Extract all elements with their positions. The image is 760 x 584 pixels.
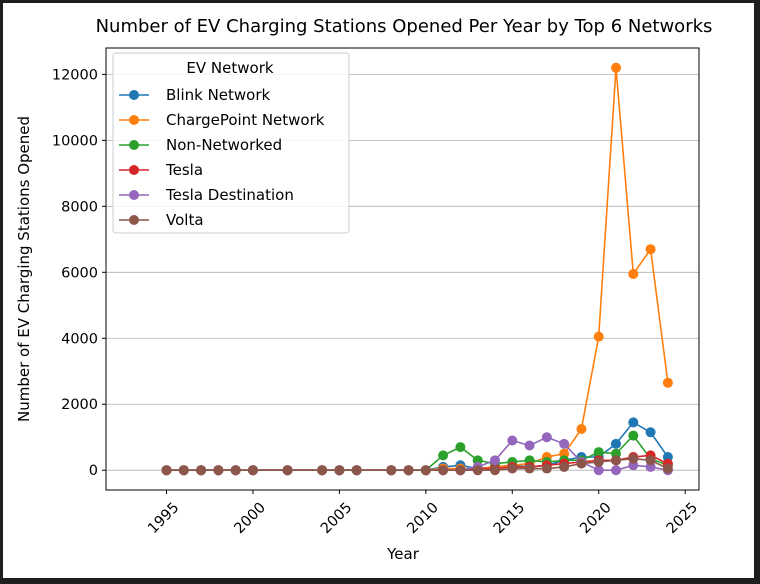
data-point xyxy=(489,455,500,466)
legend-marker xyxy=(129,165,139,175)
data-point xyxy=(645,427,656,438)
data-point xyxy=(559,438,570,449)
legend-label: Non-Networked xyxy=(166,136,282,154)
data-point xyxy=(178,465,189,476)
data-point xyxy=(524,440,535,451)
data-point xyxy=(230,465,241,476)
series-volta xyxy=(161,453,673,476)
data-point xyxy=(611,62,622,73)
y-axis-label: Number of EV Charging Stations Opened xyxy=(15,116,33,422)
data-point xyxy=(282,465,293,476)
legend-marker xyxy=(129,140,139,150)
data-point xyxy=(662,463,673,474)
series-line xyxy=(166,436,669,472)
x-tick-label: 2015 xyxy=(491,500,528,537)
line-chart: Number of EV Charging Stations Opened Pe… xyxy=(15,16,713,563)
data-point xyxy=(472,465,483,476)
data-point xyxy=(593,465,604,476)
y-tick-label: 4000 xyxy=(61,331,98,347)
y-tick-label: 2000 xyxy=(61,397,98,413)
series-group xyxy=(161,62,673,476)
data-point xyxy=(247,465,258,476)
data-point xyxy=(645,244,656,255)
plot-frame xyxy=(105,47,700,491)
data-point xyxy=(438,465,449,476)
data-point xyxy=(161,465,172,476)
legend-marker xyxy=(129,190,139,200)
data-point xyxy=(386,465,397,476)
data-point xyxy=(645,455,656,466)
data-point xyxy=(628,268,639,279)
data-point xyxy=(628,417,639,428)
data-point xyxy=(559,461,570,472)
legend-marker xyxy=(129,115,139,125)
x-tick-label: 2020 xyxy=(577,500,614,537)
data-point xyxy=(420,465,431,476)
x-axis-label: Year xyxy=(386,545,420,563)
series-line xyxy=(166,434,669,472)
legend-label: ChargePoint Network xyxy=(166,111,325,129)
data-point xyxy=(507,435,518,446)
data-point xyxy=(611,438,622,449)
data-point xyxy=(455,465,466,476)
chart-figure: Number of EV Charging Stations Opened Pe… xyxy=(3,3,754,578)
data-point xyxy=(196,465,207,476)
legend: EV Network Blink Network ChargePoint Netw… xyxy=(112,52,350,234)
data-point xyxy=(507,463,518,474)
data-point xyxy=(524,463,535,474)
legend-title: EV Network xyxy=(186,59,273,77)
data-point xyxy=(611,465,622,476)
x-tick-label: 1995 xyxy=(145,500,182,537)
legend-label: Tesla xyxy=(165,161,203,179)
legend-marker xyxy=(129,90,139,100)
x-tick-label: 2010 xyxy=(404,500,441,537)
data-point xyxy=(593,456,604,467)
data-point xyxy=(403,465,414,476)
data-point xyxy=(593,447,604,458)
data-point xyxy=(334,465,345,476)
data-point xyxy=(541,432,552,443)
data-point xyxy=(541,463,552,474)
data-point xyxy=(438,450,449,461)
data-point xyxy=(576,458,587,469)
x-tick-label: 2000 xyxy=(232,500,269,537)
x-tick-label: 2005 xyxy=(318,500,355,537)
y-tick-label: 0 xyxy=(89,463,98,479)
data-point xyxy=(611,455,622,466)
data-point xyxy=(213,465,224,476)
y-tick-label: 6000 xyxy=(61,265,98,281)
data-point xyxy=(489,465,500,476)
chart-title: Number of EV Charging Stations Opened Pe… xyxy=(96,16,713,37)
data-point xyxy=(317,465,328,476)
data-point xyxy=(628,430,639,441)
data-point xyxy=(593,331,604,342)
y-tick-label: 8000 xyxy=(61,199,98,215)
legend-label: Blink Network xyxy=(166,86,271,104)
legend-box xyxy=(112,52,350,234)
data-point xyxy=(628,453,639,464)
y-tick-label: 12000 xyxy=(52,67,98,83)
legend-label: Tesla Destination xyxy=(165,186,294,204)
data-point xyxy=(576,423,587,434)
data-point xyxy=(662,377,673,388)
data-point xyxy=(455,442,466,453)
legend-label: Volta xyxy=(166,211,204,229)
data-point xyxy=(351,465,362,476)
x-tick-label: 2025 xyxy=(664,500,701,537)
legend-marker xyxy=(129,215,139,225)
y-tick-label: 10000 xyxy=(52,133,98,149)
